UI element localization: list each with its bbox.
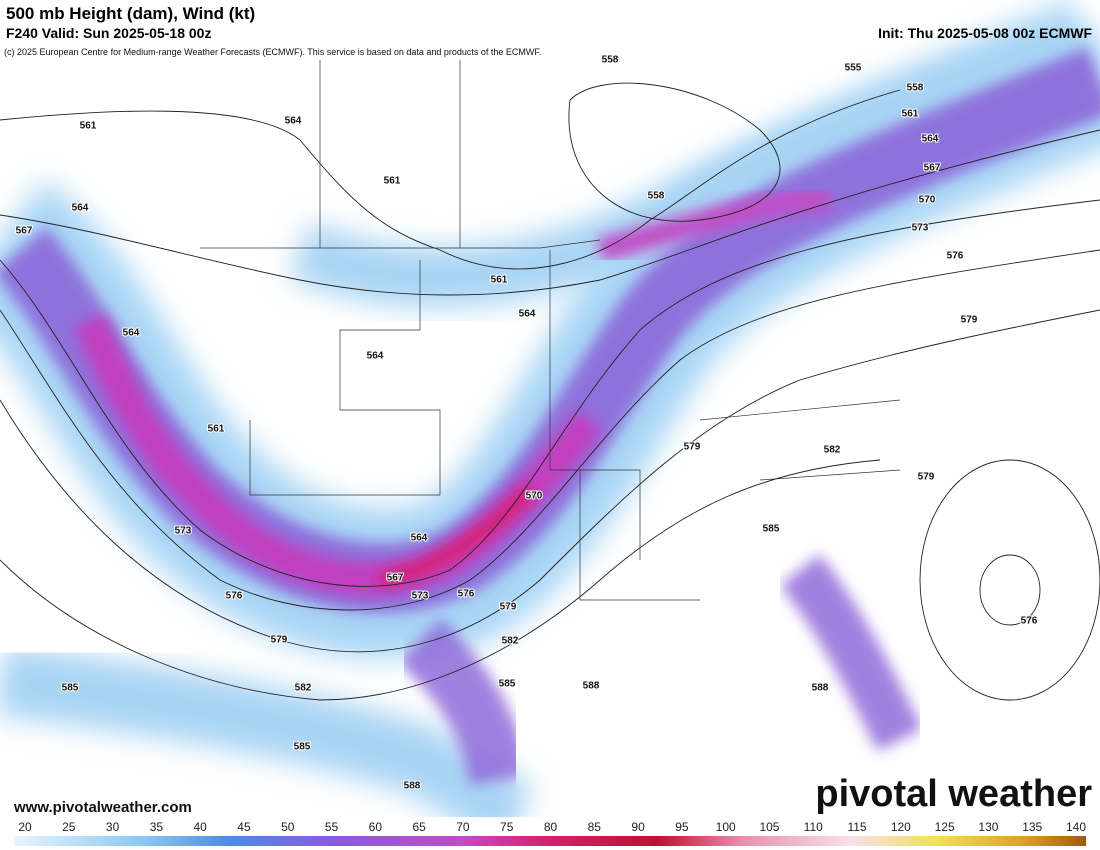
- colorbar-tick-label: 35: [150, 820, 164, 834]
- colorbar-tick-label: 140: [1066, 820, 1086, 834]
- contour-label: 585: [499, 679, 516, 690]
- colorbar-tick-label: 110: [804, 820, 823, 834]
- contour-label: 573: [412, 591, 429, 602]
- contour-label: 579: [500, 602, 517, 613]
- colorbar-tick-label: 50: [281, 820, 295, 834]
- logo: pivotal weather: [815, 773, 1092, 815]
- colorbar-tick-label: 115: [847, 820, 866, 834]
- contour-label: 555: [845, 63, 862, 74]
- colorbar-tick-label: 90: [631, 820, 645, 834]
- contour-label: 561: [491, 275, 508, 286]
- contour-label: 576: [226, 591, 243, 602]
- contour-label: 567: [16, 226, 33, 237]
- contour-label: 585: [763, 524, 780, 535]
- credit: (c) 2025 European Centre for Medium-rang…: [4, 47, 541, 57]
- init-time: Init: Thu 2025-05-08 00z ECMWF: [878, 25, 1092, 41]
- contour-label: 567: [924, 163, 941, 174]
- contour-label: 564: [367, 351, 384, 362]
- contour-label: 588: [583, 681, 600, 692]
- colorbar: [14, 836, 1086, 846]
- colorbar-tick-label: 40: [193, 820, 207, 834]
- colorbar-tick-label: 135: [1022, 820, 1042, 834]
- contour-label: 576: [458, 589, 475, 600]
- colorbar-tick-label: 65: [412, 820, 426, 834]
- contour-label: 579: [961, 315, 978, 326]
- contour-label: 558: [602, 55, 619, 66]
- contour-label: 570: [919, 195, 936, 206]
- contour-label: 561: [384, 176, 401, 187]
- contour-label: 573: [912, 223, 929, 234]
- colorbar-tick-label: 25: [62, 820, 76, 834]
- height-contours: [0, 82, 1100, 701]
- contour-label: 588: [404, 781, 421, 792]
- colorbar-tick-label: 70: [456, 820, 470, 834]
- colorbar-tick-label: 120: [891, 820, 911, 834]
- contour-label: 573: [175, 526, 192, 537]
- contour-label: 558: [907, 83, 924, 94]
- contour-label: 585: [62, 683, 79, 694]
- contour-label: 564: [285, 116, 302, 127]
- contour-label: 561: [80, 121, 97, 132]
- colorbar-tick-label: 55: [325, 820, 339, 834]
- colorbar-tick-label: 100: [716, 820, 736, 834]
- contour-label: 579: [271, 635, 288, 646]
- contour-label: 582: [295, 683, 312, 694]
- contour-label: 588: [812, 683, 829, 694]
- contour-label: 579: [684, 442, 701, 453]
- contour-label: 582: [502, 636, 519, 647]
- title: 500 mb Height (dam), Wind (kt): [6, 4, 255, 23]
- contour-label: 582: [824, 445, 841, 456]
- colorbar-tick-label: 60: [369, 820, 383, 834]
- valid-time: F240 Valid: Sun 2025-05-18 00z: [6, 25, 211, 41]
- colorbar-tick-label: 20: [18, 820, 32, 834]
- colorbar-tick-label: 125: [935, 820, 955, 834]
- colorbar-tick-label: 105: [759, 820, 779, 834]
- contour-label: 561: [902, 109, 919, 120]
- contour-label: 564: [411, 533, 428, 544]
- contour-label: 567: [387, 573, 404, 584]
- colorbar-tick-label: 80: [544, 820, 558, 834]
- contour-label: 561: [208, 424, 225, 435]
- contour-label: 564: [519, 309, 536, 320]
- contour-label: 576: [1021, 616, 1038, 627]
- website: www.pivotalweather.com: [13, 799, 192, 816]
- contour-label: 564: [922, 134, 939, 145]
- colorbar-tick-label: 95: [675, 820, 689, 834]
- colorbar-tick-label: 130: [978, 820, 998, 834]
- contour-label: 558: [648, 191, 665, 202]
- borders: [200, 60, 901, 601]
- contour-label: 564: [72, 203, 89, 214]
- colorbar-tick-label: 45: [237, 820, 251, 834]
- colorbar-tick-label: 85: [588, 820, 602, 834]
- contour-label: 564: [123, 328, 140, 339]
- contour-label: 585: [294, 742, 311, 753]
- contour-label: 579: [918, 472, 935, 483]
- colorbar-tick-label: 30: [106, 820, 120, 834]
- contour-label: 576: [947, 251, 964, 262]
- colorbar-tick-label: 75: [500, 820, 514, 834]
- contour-label: 570: [526, 491, 543, 502]
